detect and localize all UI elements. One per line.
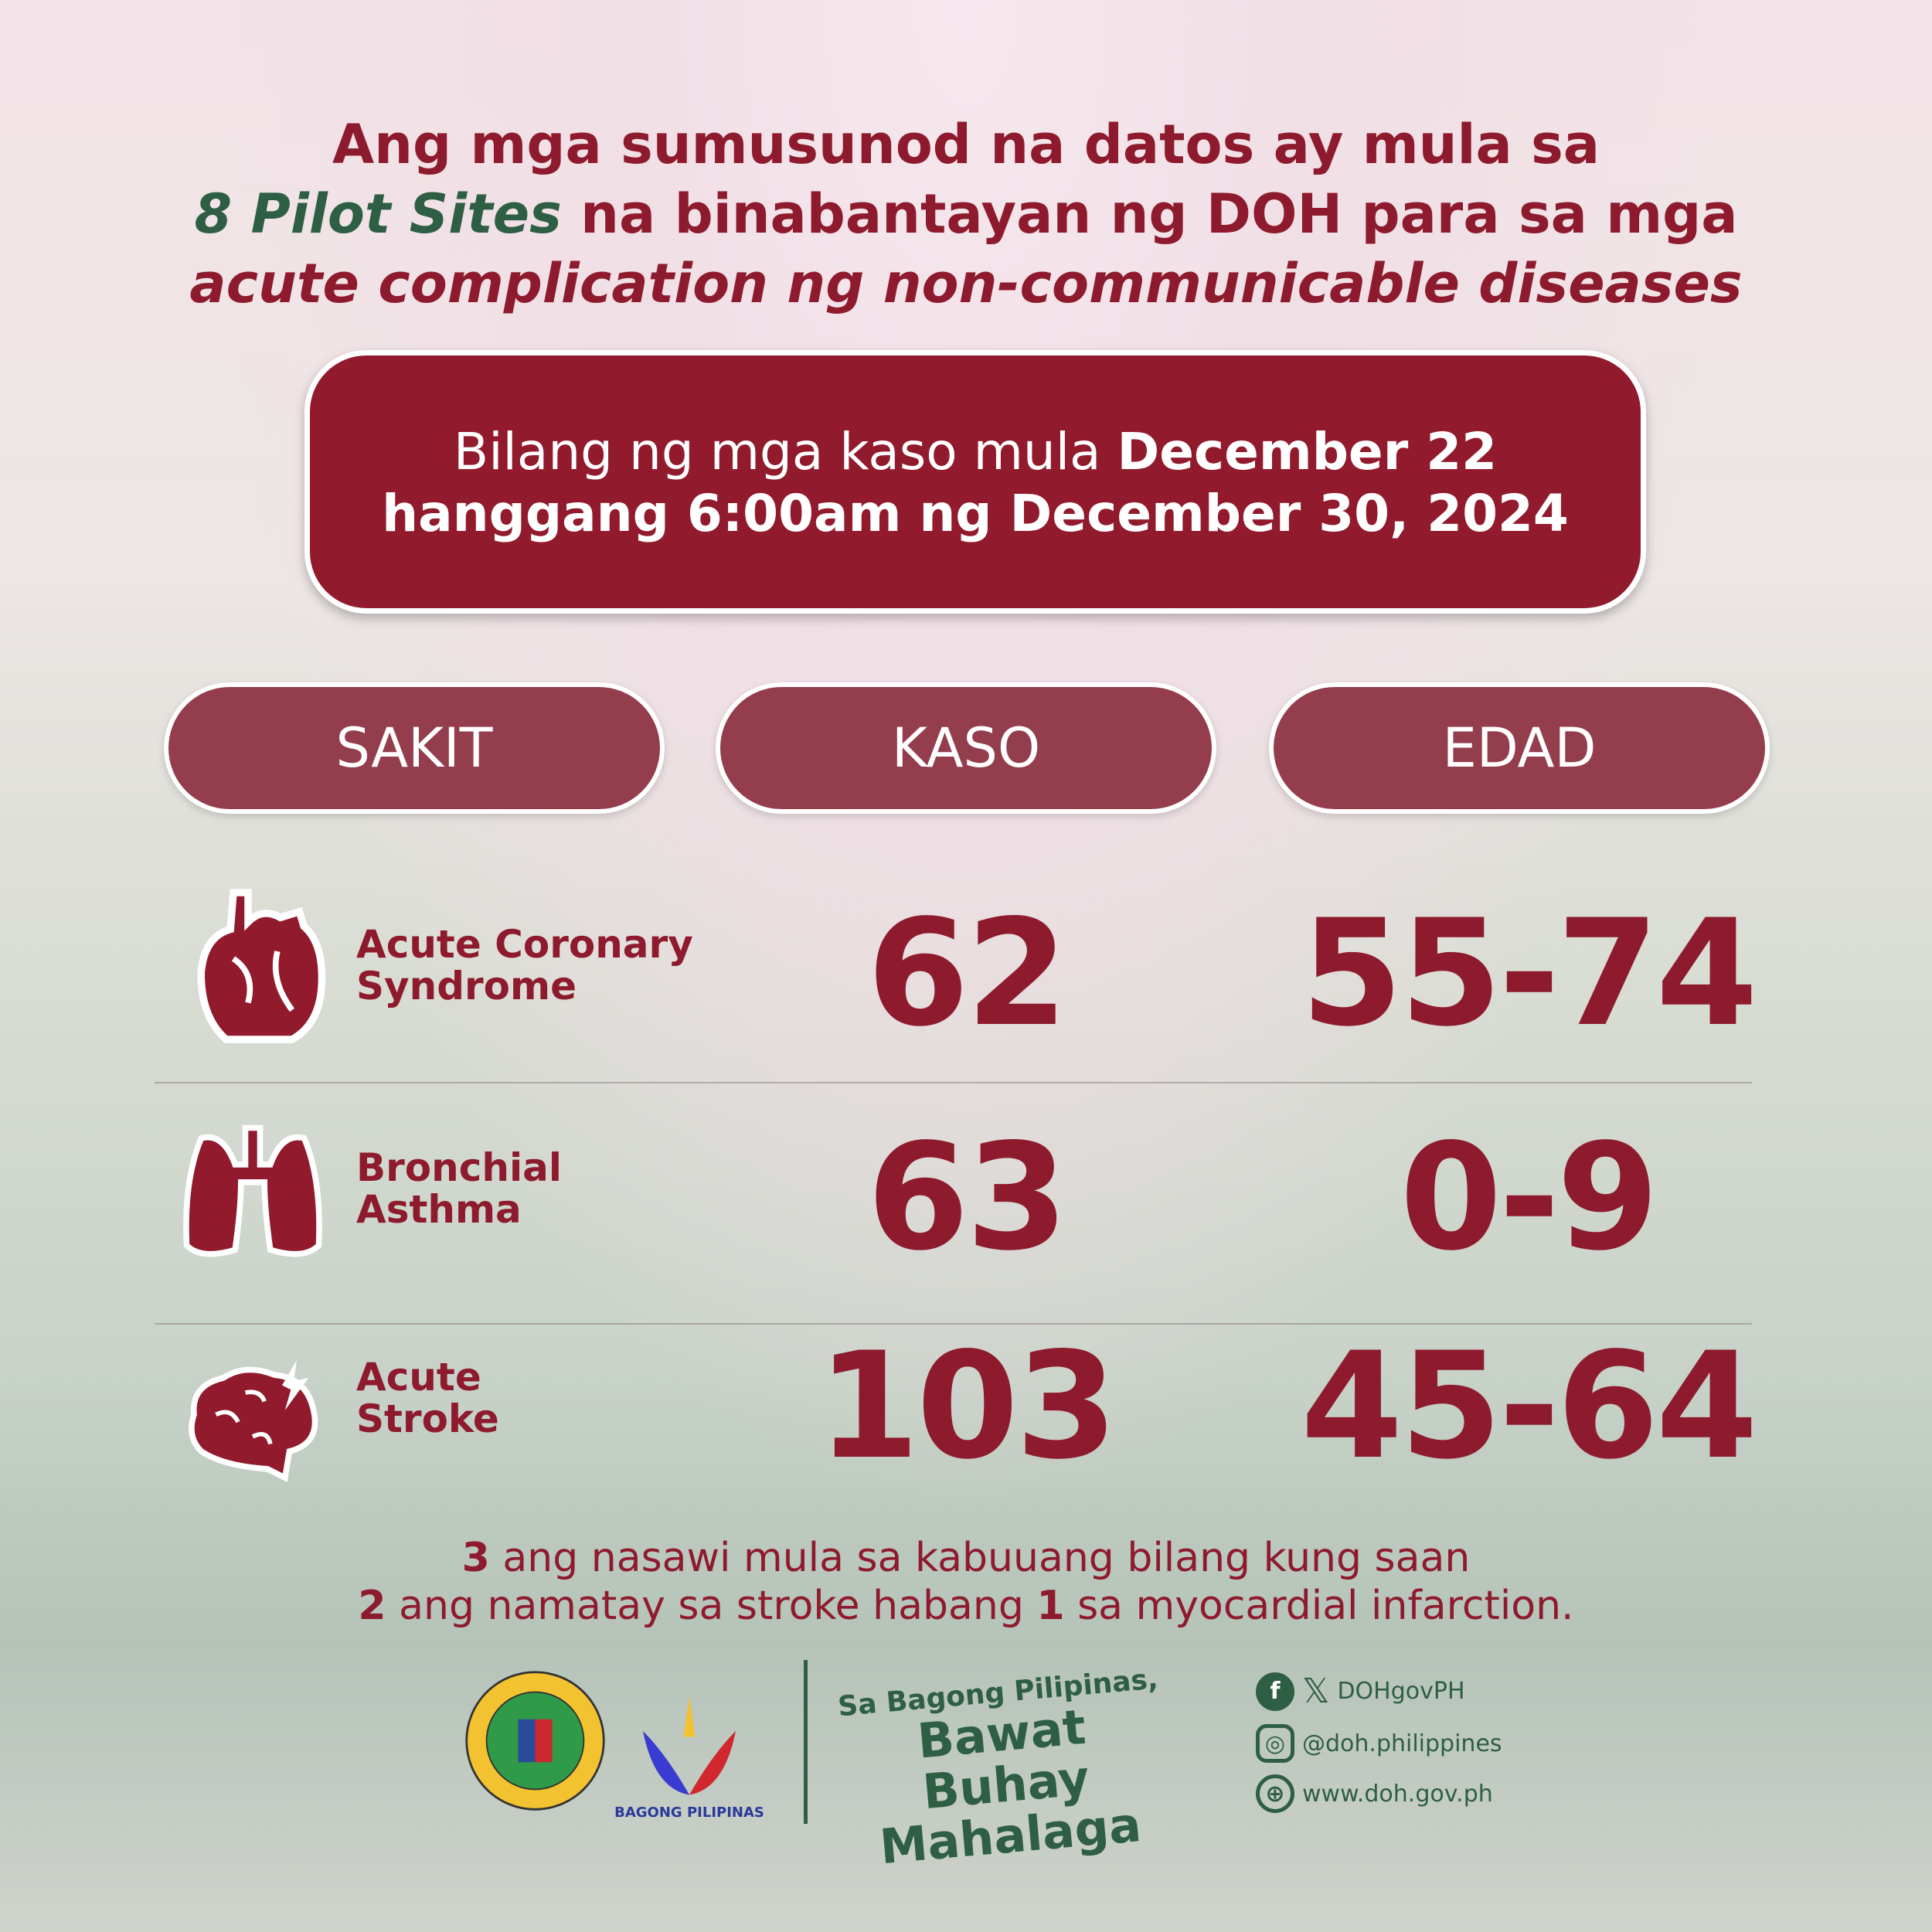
case-count: 103 bbox=[817, 1321, 1118, 1492]
start-date: December 22 bbox=[1117, 422, 1498, 481]
case-count: 63 bbox=[866, 1112, 1068, 1283]
globe-icon: ⊕ bbox=[1256, 1774, 1294, 1813]
headline: Ang mga sumusunod na datos ay mula sa 8 … bbox=[0, 110, 1932, 318]
header-kaso: KASO bbox=[716, 682, 1216, 814]
x-icon: 𝕏 bbox=[1302, 1672, 1330, 1711]
social-twitter-facebook[interactable]: f 𝕏 DOHgovPH bbox=[1256, 1672, 1465, 1711]
headline-line-1: Ang mga sumusunod na datos ay mula sa bbox=[332, 113, 1600, 176]
footer-divider bbox=[804, 1660, 808, 1824]
brain-stroke-icon bbox=[189, 1360, 318, 1482]
headline-line-2: na binabantayan ng DOH para sa mga bbox=[561, 182, 1738, 246]
disease-label: Bronchial Asthma bbox=[356, 1145, 562, 1232]
headline-line-3: acute complication ng non-communicable d… bbox=[189, 252, 1743, 315]
heart-icon bbox=[197, 889, 326, 1043]
pilot-sites-highlight: 8 Pilot Sites bbox=[194, 182, 562, 246]
disease-label: Acute Coronary Syndrome bbox=[356, 922, 693, 1009]
age-range: 55-74 bbox=[1301, 888, 1758, 1059]
age-range: 45-64 bbox=[1301, 1321, 1758, 1492]
header-edad: EDAD bbox=[1269, 682, 1770, 814]
facebook-icon: f bbox=[1256, 1672, 1294, 1711]
bagong-pilipinas-text: BAGONG PILIPINAS bbox=[614, 1804, 764, 1821]
date-prefix: Bilang ng mga kaso mula bbox=[453, 422, 1117, 481]
date-range-box: Bilang ng mga kaso mula December 22 hang… bbox=[304, 350, 1646, 614]
row-divider bbox=[155, 1323, 1752, 1325]
slogan: Sa Bagong Pilipinas, Bawat Buhay Mahalag… bbox=[836, 1663, 1160, 1876]
footnote: 3 ang nasawi mula sa kabuuang bilang kun… bbox=[358, 1535, 1574, 1629]
disease-label: Acute Stroke bbox=[356, 1355, 499, 1441]
row-divider bbox=[155, 1082, 1752, 1083]
instagram-icon: ◎ bbox=[1256, 1724, 1294, 1763]
age-range: 0-9 bbox=[1400, 1112, 1658, 1283]
social-instagram[interactable]: ◎ @doh.philippines bbox=[1256, 1724, 1502, 1763]
doh-seal-logo bbox=[465, 1671, 605, 1811]
end-date: hanggang 6:00am ng December 30, 2024 bbox=[382, 484, 1569, 543]
lungs-icon bbox=[183, 1124, 322, 1257]
bagong-pilipinas-logo bbox=[643, 1696, 736, 1795]
header-sakit: SAKIT bbox=[164, 682, 665, 814]
case-count: 62 bbox=[866, 888, 1068, 1059]
website-link[interactable]: ⊕ www.doh.gov.ph bbox=[1256, 1774, 1493, 1813]
